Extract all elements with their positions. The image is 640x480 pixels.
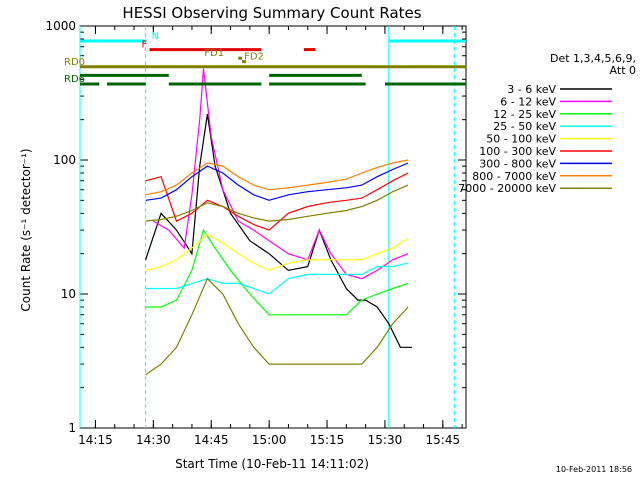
series-line <box>145 262 409 295</box>
legend-header: Att 0 <box>610 64 636 77</box>
flag-label: F <box>141 40 147 51</box>
x-tick-label: 14:30 <box>136 433 171 447</box>
series-line <box>145 114 412 348</box>
series-line <box>145 228 409 316</box>
series-line <box>152 68 409 280</box>
series-line <box>145 184 409 222</box>
series-line <box>145 162 409 201</box>
flag-bars: NF FD1 FD2 RD0 RD6 <box>64 31 466 86</box>
chart-title: HESSI Observing Summary Count Rates <box>122 4 421 22</box>
x-tick-label: 15:00 <box>252 433 287 447</box>
y-tick-label: 1 <box>68 421 76 435</box>
y-tick-label: 10 <box>61 287 76 301</box>
series-line <box>145 172 409 231</box>
y-tick-label: 100 <box>53 153 76 167</box>
legend-label: 25 - 50 keV <box>493 120 556 133</box>
legend-label: 100 - 300 keV <box>479 145 556 158</box>
legend-label: 7000 - 20000 keV <box>458 182 556 195</box>
legend-label: 800 - 7000 keV <box>472 170 556 183</box>
series-line <box>145 159 409 196</box>
series-line <box>145 277 409 376</box>
legend-header: Det 1,3,4,5,6,9, <box>550 52 636 65</box>
flag-label: N <box>152 31 159 42</box>
x-tick-label: 15:45 <box>426 433 461 447</box>
series-line <box>145 233 409 272</box>
y-tick-label: 1000 <box>45 19 76 33</box>
legend-label: 12 - 25 keV <box>493 108 556 121</box>
flag-label: RD6 <box>64 74 85 85</box>
y-axis-label: Count Rate (s⁻¹ detector⁻¹) <box>19 148 33 311</box>
x-tick-label: 15:30 <box>368 433 403 447</box>
plot-axes: 14:15 14:30 14:45 15:00 15:15 15:30 15:45 1 10 10… <box>45 19 467 447</box>
legend-label: 6 - 12 keV <box>500 95 556 108</box>
vertical-markers <box>79 26 455 428</box>
flag-label: FD2 <box>244 52 264 63</box>
flag-label: FD1 <box>204 48 224 59</box>
series-group <box>145 68 412 376</box>
x-tick-label: 14:45 <box>194 433 229 447</box>
legend-label: 3 - 6 keV <box>507 83 556 96</box>
legend-label: 50 - 100 keV <box>486 133 556 146</box>
legend-label: 300 - 800 keV <box>479 157 556 170</box>
footer-timestamp: 10-Feb-2011 18:56 <box>555 465 632 474</box>
x-tick-label: 14:15 <box>78 433 113 447</box>
x-tick-label: 15:15 <box>310 433 345 447</box>
flag-label: RD0 <box>64 57 85 68</box>
x-axis-label: Start Time (10-Feb-11 14:11:02) <box>175 457 369 471</box>
